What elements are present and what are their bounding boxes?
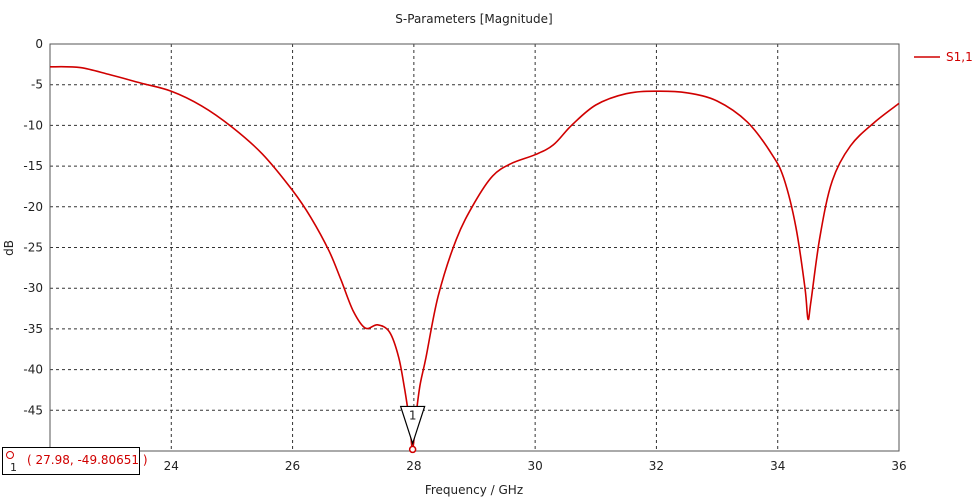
y-tick-label: -5 [31, 78, 43, 92]
marker-readout[interactable]: 1 ( 27.98, -49.80651 ) [2, 447, 148, 475]
x-tick-label: 28 [406, 459, 421, 473]
chart-title: S-Parameters [Magnitude] [395, 12, 552, 26]
y-tick-label: 0 [35, 37, 43, 51]
y-tick-label: -20 [23, 200, 43, 214]
y-axis-ticks: 0 -5 -10 -15 -20 -25 -30 -35 -40 -45 [23, 37, 43, 417]
y-tick-label: -25 [23, 241, 43, 255]
plot-area [49, 43, 900, 452]
x-tick-label: 32 [649, 459, 664, 473]
marker-layer[interactable]: 1 [399, 405, 426, 454]
y-tick-label: -35 [23, 322, 43, 336]
x-axis-label: Frequency / GHz [425, 483, 523, 497]
y-tick-label: -40 [23, 363, 43, 377]
x-tick-label: 24 [164, 459, 179, 473]
grid-lines [50, 44, 899, 451]
y-tick-label: -30 [23, 281, 43, 295]
series-layer [49, 65, 900, 451]
x-tick-label: 34 [770, 459, 785, 473]
x-tick-label: 30 [528, 459, 543, 473]
legend[interactable]: S1,1 [914, 50, 973, 64]
y-axis-label: dB [2, 240, 16, 256]
x-axis-ticks: 24 26 28 30 32 34 36 [164, 459, 907, 473]
y-tick-label: -45 [23, 403, 43, 417]
x-tick-label: 36 [891, 459, 906, 473]
y-tick-label: -10 [23, 118, 43, 132]
legend-label-s11: S1,1 [946, 50, 973, 64]
marker-circle-icon [6, 451, 14, 459]
x-tick-label: 26 [285, 459, 300, 473]
series-line-s11 [49, 65, 900, 451]
y-tick-label: -15 [23, 159, 43, 173]
marker-point [408, 445, 417, 454]
marker-readout-index: 1 [10, 461, 17, 474]
marker-index-label: 1 [409, 408, 417, 422]
marker-triangle-icon [399, 405, 426, 446]
marker-readout-value: ( 27.98, -49.80651 ) [27, 453, 148, 467]
